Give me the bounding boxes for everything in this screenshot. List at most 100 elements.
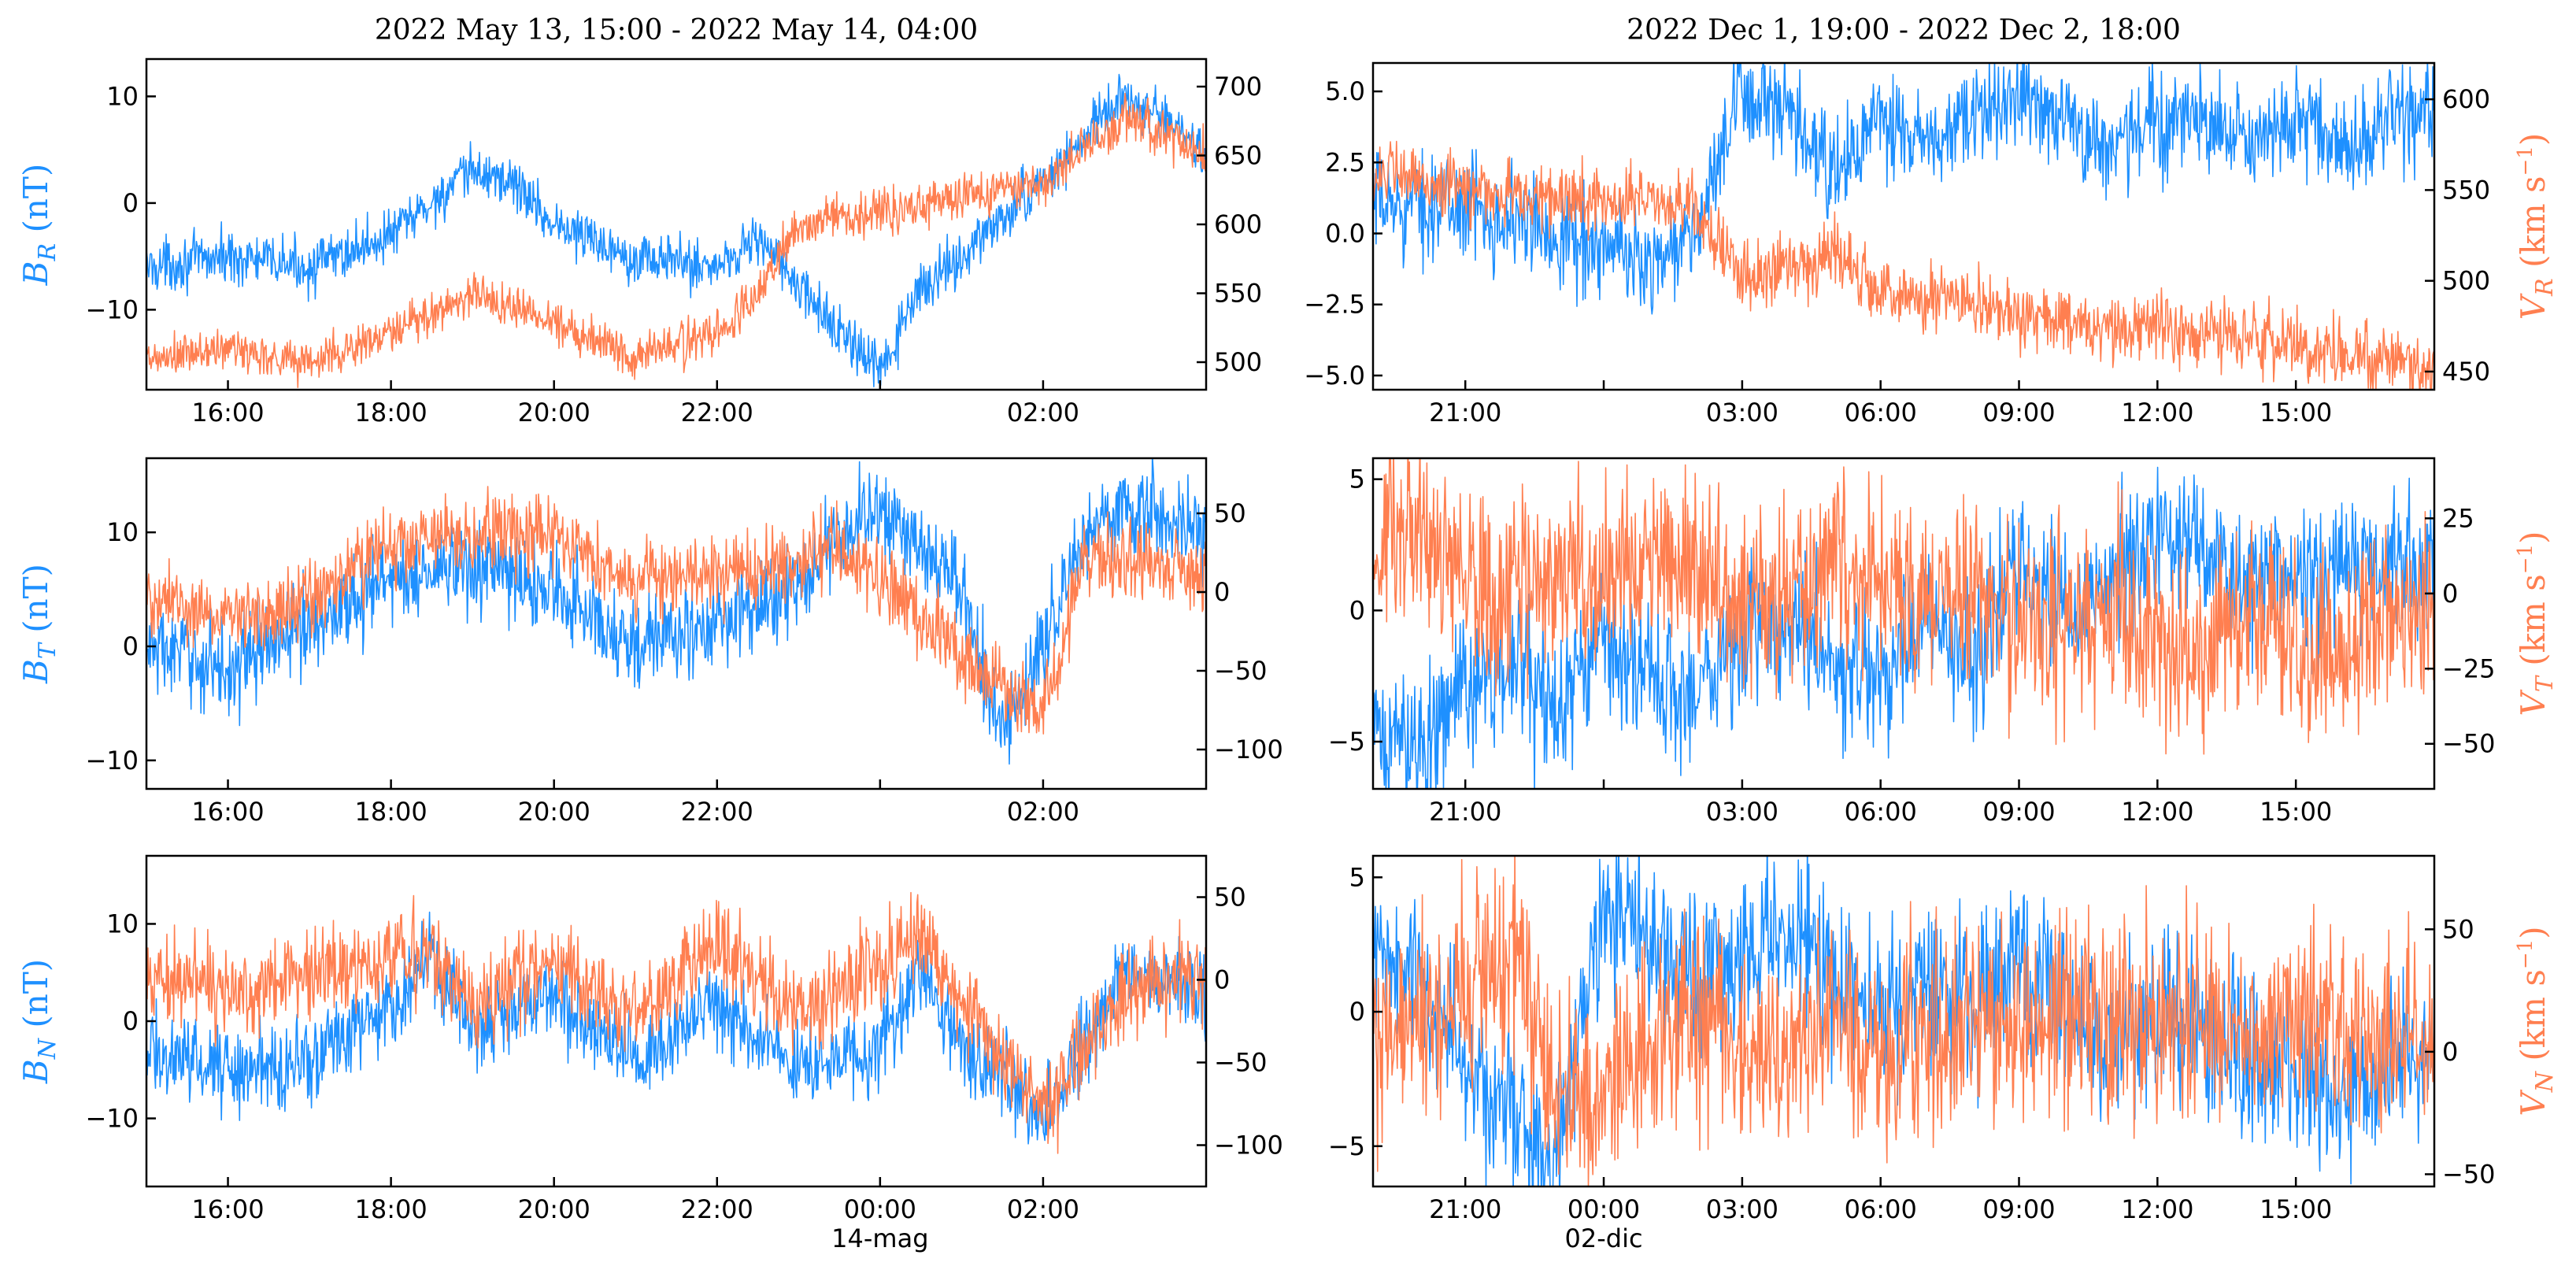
- y-right-tick-label: −50: [2442, 1159, 2496, 1189]
- panel-2: 21:00 03:00 06:00 09:00 12:00 15:00 −5.0 −2.5 0.…: [1304, 14, 2559, 428]
- y-left-axis-label: BT (nT): [17, 564, 61, 684]
- x-tick-label: 12:00: [2121, 398, 2193, 428]
- y-right-tick-label: 50: [1214, 498, 1246, 528]
- x-tick-label: 02:00: [1007, 1194, 1079, 1224]
- panel-title: 2022 May 13, 15:00 - 2022 May 14, 04:00: [375, 14, 978, 46]
- y-right-axis-label: VR (km s−1): [2514, 133, 2559, 320]
- y-right-tick-label: −50: [1214, 1048, 1268, 1078]
- y-left-tick-label: 10: [106, 81, 139, 111]
- x-tick-label: 21:00: [1429, 398, 1501, 428]
- series-B_T-line: [146, 458, 1206, 765]
- x-tick-label: 09:00: [1982, 1194, 2055, 1224]
- panel-1: 16:00 18:00 20:00 22:00 02:00 −10 0 10 500 550 600…: [17, 14, 1262, 428]
- y-left-tick-label: 0.0: [1325, 219, 1365, 249]
- x-tick-label: 15:00: [2260, 797, 2332, 827]
- x-tick-label: 15:00: [2260, 398, 2332, 428]
- y-left-axis-label: BN (nT): [17, 959, 61, 1084]
- y-right-tick-label: 550: [1214, 279, 1262, 309]
- y-right-tick-label: 0: [1214, 577, 1230, 607]
- y-right-tick-label: 0: [2442, 1037, 2458, 1067]
- y-right-tick-label: 600: [2442, 84, 2490, 114]
- y-right-tick-label: −50: [1214, 656, 1268, 686]
- y-right-tick-label: 450: [2442, 357, 2490, 387]
- y-left-tick-label: −10: [85, 294, 139, 324]
- y-right-tick-label: −25: [2442, 653, 2496, 683]
- series-V_N-line: [1373, 856, 2434, 1186]
- x-tick-label: 21:00: [1429, 797, 1501, 827]
- x-tick-label: 02:00: [1007, 398, 1079, 428]
- plot-frame: [1371, 457, 2436, 790]
- x-tick-label: 06:00: [1845, 797, 1917, 827]
- x-date-label: 14-mag: [831, 1223, 928, 1253]
- y-right-tick-label: 50: [1214, 883, 1246, 912]
- series-V_T-line: [1373, 458, 2434, 755]
- x-tick-label: 20:00: [518, 1194, 590, 1224]
- y-left-tick-label: 5: [1349, 862, 1365, 892]
- y-left-tick-label: −5.0: [1304, 361, 1365, 391]
- x-tick-label: 09:00: [1982, 398, 2055, 428]
- y-right-tick-label: 700: [1214, 72, 1262, 102]
- y-right-tick-label: −50: [2442, 729, 2496, 759]
- y-left-tick-label: −2.5: [1304, 290, 1365, 320]
- y-right-tick-label: 500: [1214, 347, 1262, 377]
- y-right-tick-label: 0: [1214, 965, 1230, 995]
- y-right-tick-label: 0: [2442, 579, 2458, 609]
- y-left-tick-label: 0: [1349, 997, 1365, 1027]
- x-tick-label: 15:00: [2260, 1194, 2332, 1224]
- series-B_R-line: [1373, 63, 2434, 315]
- y-left-tick-label: 0: [123, 188, 139, 218]
- x-tick-label: 16:00: [191, 797, 264, 827]
- series-B_T-line: [1373, 466, 2434, 789]
- y-right-tick-label: −100: [1214, 735, 1283, 764]
- x-tick-label: 00:00: [844, 1194, 916, 1224]
- series-V_T-line: [146, 486, 1206, 735]
- x-tick-label: 22:00: [681, 1194, 753, 1224]
- x-tick-label: 21:00: [1429, 1194, 1501, 1224]
- x-tick-label: 02:00: [1007, 797, 1079, 827]
- y-right-tick-label: 550: [2442, 175, 2490, 205]
- series-V_N-line: [146, 891, 1206, 1154]
- x-tick-label: 06:00: [1845, 1194, 1917, 1224]
- y-left-tick-label: 0: [1349, 595, 1365, 625]
- y-left-tick-label: −10: [85, 746, 139, 776]
- y-left-tick-label: 5.0: [1325, 76, 1365, 106]
- panel-5: 16:00 18:00 20:00 22:00 00:00 02:00 14-mag −100…: [17, 854, 1283, 1253]
- plot-frame: [145, 457, 1208, 790]
- y-right-tick-label: −100: [1214, 1131, 1283, 1160]
- y-left-tick-label: 0: [123, 631, 139, 661]
- x-tick-label: 22:00: [681, 398, 753, 428]
- y-right-tick-label: 500: [2442, 266, 2490, 296]
- panel-title: 2022 Dec 1, 19:00 - 2022 Dec 2, 18:00: [1627, 14, 2181, 46]
- x-tick-label: 16:00: [191, 1194, 264, 1224]
- y-right-tick-label: 25: [2442, 503, 2474, 533]
- x-tick-label: 18:00: [355, 398, 427, 428]
- panel-3: 16:00 18:00 20:00 22:00 02:00−10010−100−5005…: [17, 457, 1283, 827]
- y-right-tick-label: 600: [1214, 209, 1262, 239]
- y-right-tick-label: 50: [2442, 914, 2474, 944]
- y-right-axis-label: VN (km s−1): [2514, 926, 2559, 1116]
- y-left-tick-label: 0: [123, 1006, 139, 1036]
- x-tick-label: 12:00: [2121, 1194, 2193, 1224]
- plot-frame: [1371, 61, 2436, 391]
- x-tick-label: 00:00: [1567, 1194, 1640, 1224]
- x-tick-label: 20:00: [518, 398, 590, 428]
- x-tick-label: 20:00: [518, 797, 590, 827]
- series-V_R-line: [1373, 140, 2434, 390]
- series-V_R-line: [146, 92, 1206, 388]
- x-tick-label: 09:00: [1982, 797, 2055, 827]
- y-right-axis-label: VT (km s−1): [2514, 531, 2559, 716]
- x-tick-label: 03:00: [1706, 398, 1778, 428]
- x-tick-label: 12:00: [2121, 797, 2193, 827]
- panel-4: 21:00 03:00 06:00 09:00 12:00 15:00−505−50−25…: [1328, 457, 2559, 827]
- y-left-tick-label: 10: [106, 517, 139, 547]
- y-left-tick-label: −5: [1328, 1131, 1365, 1161]
- x-tick-label: 18:00: [355, 1194, 427, 1224]
- x-tick-label: 03:00: [1706, 1194, 1778, 1224]
- series-B_N-line: [1373, 856, 2434, 1186]
- x-tick-label: 16:00: [191, 398, 264, 428]
- x-tick-label: 18:00: [355, 797, 427, 827]
- x-date-label: 02-dic: [1565, 1223, 1643, 1253]
- panel-6: 21:00 00:00 03:00 06:00 09:00 12:00 15:00 02-di…: [1328, 854, 2559, 1253]
- y-left-tick-label: −5: [1328, 727, 1365, 757]
